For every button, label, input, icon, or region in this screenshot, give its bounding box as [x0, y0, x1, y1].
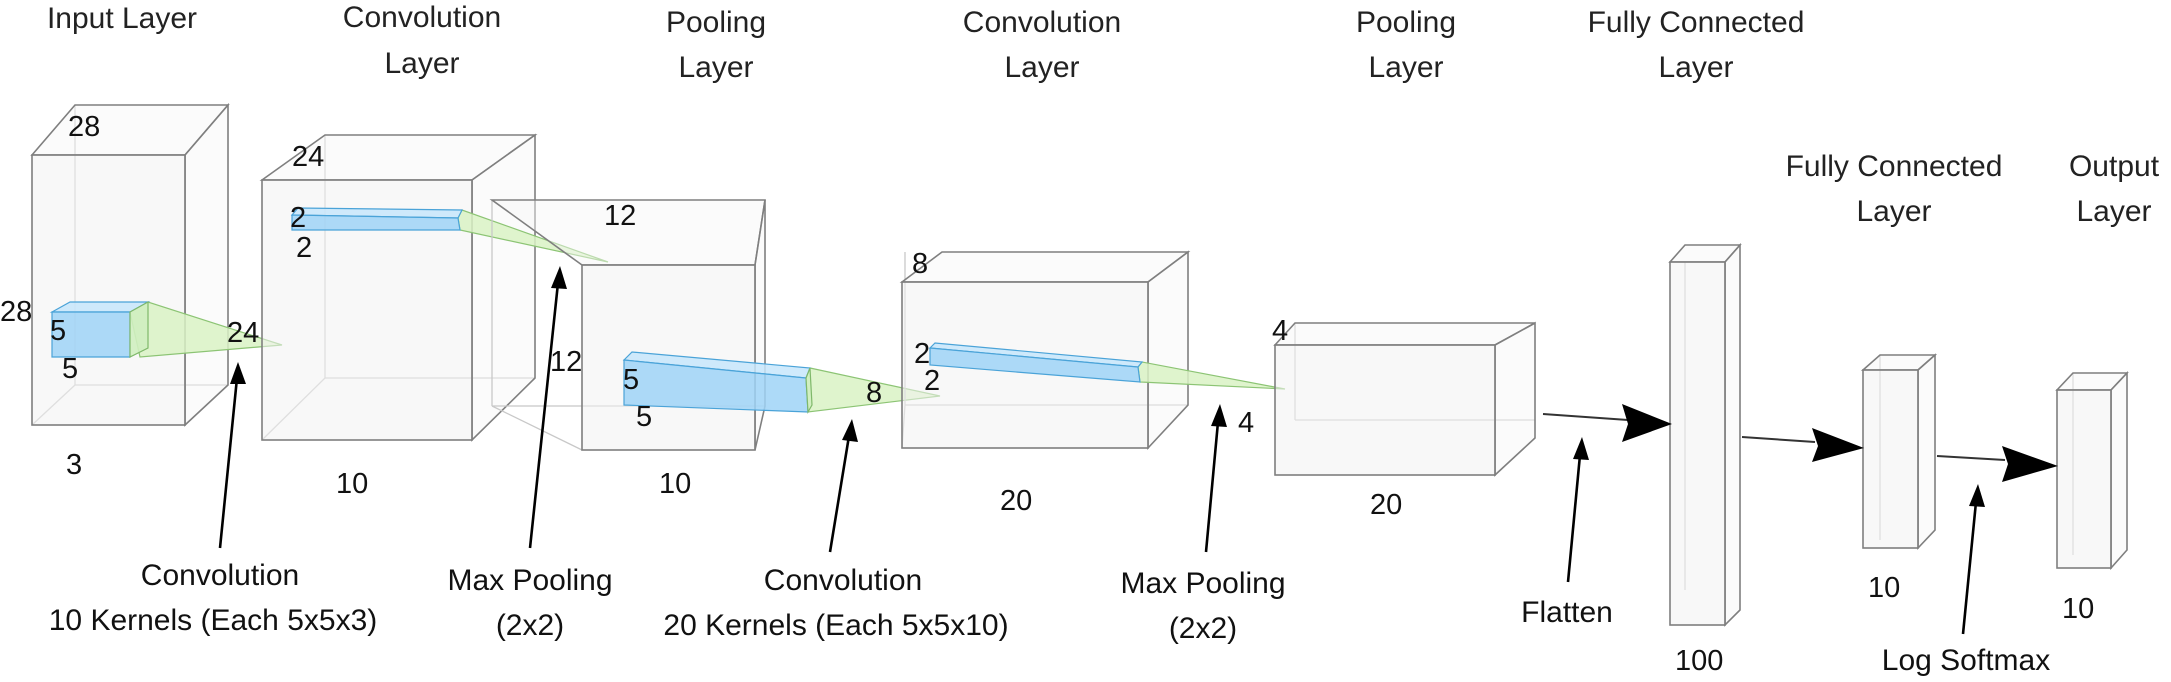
pool1-layer-box — [489, 199, 766, 451]
input-layer-box — [30, 102, 230, 427]
output-layer-title-line1: Output — [2069, 150, 2160, 183]
pool2-layer-title-line1: Pooling — [1356, 6, 1456, 39]
conv2-layer-title-line2: Layer — [1004, 51, 1079, 84]
conv1-dim-top: 24 — [292, 141, 324, 173]
conv1-layer-title-line1: Convolution — [343, 1, 501, 34]
pool1-dim-right: 12 — [550, 346, 582, 378]
input-dim-left: 28 — [0, 296, 32, 328]
conv2-kernel-dim-b: 2 — [924, 365, 940, 397]
output-dim-bottom: 10 — [2062, 593, 2094, 625]
conv2-annotation-line2: 20 Kernels (Each 5x5x10) — [663, 609, 1008, 642]
arrow-softmax — [1961, 484, 1985, 635]
fc2-layer-box — [1860, 353, 1938, 551]
fc1-layer-title-line1: Fully Connected — [1588, 6, 1805, 39]
pool1-dim-top: 12 — [604, 200, 636, 232]
fc2-layer-title-line1: Fully Connected — [1786, 150, 2003, 183]
conv1-kernel-dim-b: 2 — [296, 232, 312, 264]
pool2-dim-top: 4 — [1272, 315, 1288, 347]
conv1-dim-bottom: 10 — [336, 468, 368, 500]
input-kernel-dim-b: 5 — [62, 353, 78, 385]
input-dim-bottom: 3 — [66, 449, 82, 481]
maxpool1-annotation-line1: Max Pooling — [447, 564, 612, 597]
conv1-layer-box — [259, 133, 538, 442]
conv2-kernel-dim-a: 2 — [914, 338, 930, 370]
pool2-dim-bottom: 20 — [1370, 489, 1402, 521]
conv1-kernel — [290, 207, 609, 263]
pool2-layer-box — [1273, 321, 1536, 477]
conv1-kernel-dim-a: 2 — [290, 202, 306, 234]
input-layer-title: Input Layer — [47, 2, 197, 35]
conv2-layer-title-line1: Convolution — [963, 6, 1121, 39]
flow-arrow-fc2-output — [1936, 446, 2058, 482]
fc1-dim-bottom: 100 — [1675, 645, 1723, 677]
input-kernel-dim-out: 24 — [227, 317, 259, 349]
arrow-maxpool1 — [528, 266, 567, 549]
maxpool2-annotation-line2: (2x2) — [1169, 612, 1237, 645]
fc2-dim-bottom: 10 — [1868, 572, 1900, 604]
softmax-annotation: Log Softmax — [1882, 644, 2050, 677]
conv2-dim-bottom: 20 — [1000, 485, 1032, 517]
arrow-conv2 — [828, 419, 858, 553]
pool1-layer-title-line2: Layer — [678, 51, 753, 84]
pool1-kernel — [622, 351, 941, 415]
arrow-maxpool2 — [1204, 404, 1227, 553]
conv2-annotation-line1: Convolution — [764, 564, 922, 597]
output-layer-box — [2055, 370, 2129, 571]
pool2-layer-title-line2: Layer — [1368, 51, 1443, 84]
pool1-kernel-dim-a: 5 — [623, 364, 639, 396]
maxpool1-annotation-line2: (2x2) — [496, 609, 564, 642]
output-layer-title-line2: Layer — [2076, 195, 2151, 228]
input-kernel — [49, 300, 283, 358]
conv1-annotation-line1: Convolution — [141, 559, 299, 592]
fc2-layer-title-line2: Layer — [1856, 195, 1931, 228]
pool2-dim-right: 4 — [1238, 407, 1254, 439]
arrow-flatten — [1566, 437, 1589, 583]
conv1-layer-title-line2: Layer — [384, 47, 459, 80]
pool1-kernel-dim-out: 8 — [866, 377, 882, 409]
pool1-layer-title-line1: Pooling — [666, 6, 766, 39]
conv1-annotation-line2: 10 Kernels (Each 5x5x3) — [49, 604, 378, 637]
conv2-dim-top: 8 — [912, 248, 928, 280]
flatten-annotation: Flatten — [1521, 596, 1613, 629]
input-dim-top: 28 — [68, 111, 100, 143]
flow-arrow-flatten — [1542, 404, 1672, 442]
fc1-layer-box — [1668, 242, 1742, 627]
flow-arrow-fc1-fc2 — [1741, 428, 1864, 462]
conv2-kernel — [928, 342, 1286, 390]
maxpool2-annotation-line1: Max Pooling — [1120, 567, 1285, 600]
pool1-kernel-dim-b: 5 — [636, 401, 652, 433]
pool1-dim-bottom: 10 — [659, 468, 691, 500]
input-kernel-dim-a: 5 — [50, 315, 66, 347]
fc1-layer-title-line2: Layer — [1658, 51, 1733, 84]
arrow-conv1 — [218, 362, 246, 549]
